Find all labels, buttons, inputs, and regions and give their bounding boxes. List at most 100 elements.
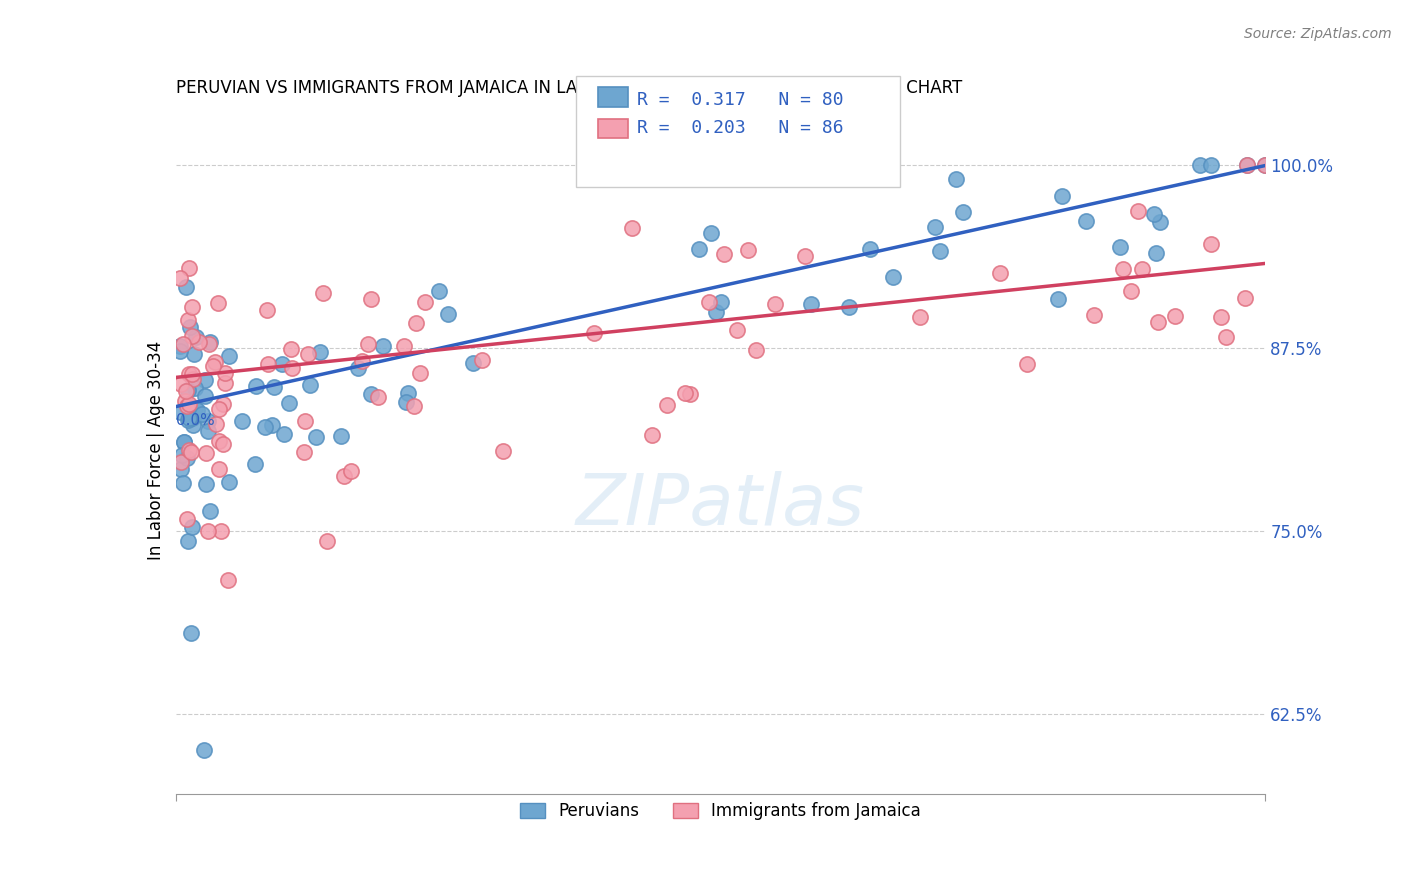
Point	[333, 468, 356, 483]
Point	[655, 398, 678, 412]
Point	[679, 387, 702, 401]
Point	[350, 353, 373, 368]
Point	[194, 477, 217, 491]
Point	[1215, 329, 1237, 343]
Point	[1146, 246, 1168, 260]
Point	[207, 401, 229, 416]
Point	[214, 376, 236, 390]
Point	[176, 399, 198, 413]
Point	[1254, 159, 1277, 173]
Point	[169, 343, 191, 358]
Point	[198, 337, 221, 351]
Point	[1130, 261, 1153, 276]
Point	[395, 394, 418, 409]
Point	[174, 279, 197, 293]
Point	[309, 345, 332, 359]
Point	[169, 405, 191, 419]
Point	[461, 356, 484, 370]
Point	[859, 242, 882, 256]
Point	[404, 399, 426, 413]
Point	[183, 347, 205, 361]
Point	[256, 303, 278, 318]
Point	[315, 534, 337, 549]
Point	[298, 377, 321, 392]
Point	[187, 334, 209, 349]
Point	[745, 343, 768, 357]
Point	[207, 296, 229, 310]
Point	[1149, 215, 1171, 229]
Point	[794, 249, 817, 263]
Point	[181, 417, 204, 432]
Point	[1143, 206, 1166, 220]
Point	[945, 172, 967, 186]
Point	[620, 221, 643, 235]
Point	[205, 417, 228, 431]
Point	[405, 317, 427, 331]
Text: Source: ZipAtlas.com: Source: ZipAtlas.com	[1244, 27, 1392, 41]
Text: R =  0.317   N = 80: R = 0.317 N = 80	[637, 91, 844, 109]
Point	[198, 503, 221, 517]
Point	[257, 357, 280, 371]
Point	[413, 295, 436, 310]
Point	[191, 408, 214, 422]
Point	[186, 403, 208, 417]
Point	[217, 573, 239, 587]
Point	[710, 294, 733, 309]
Point	[197, 424, 219, 438]
Point	[194, 446, 217, 460]
Point	[294, 414, 316, 428]
Point	[1234, 291, 1257, 305]
Point	[297, 347, 319, 361]
Point	[245, 457, 267, 471]
Point	[211, 436, 233, 450]
Point	[1112, 262, 1135, 277]
Point	[263, 379, 285, 393]
Point	[737, 243, 759, 257]
Point	[1128, 204, 1150, 219]
Point	[582, 326, 605, 341]
Point	[713, 247, 735, 261]
Point	[209, 524, 232, 539]
Point	[173, 435, 195, 450]
Point	[176, 512, 198, 526]
Point	[245, 379, 267, 393]
Point	[1254, 159, 1277, 173]
Point	[339, 464, 361, 478]
Point	[409, 366, 432, 380]
Point	[179, 410, 201, 425]
Point	[180, 300, 202, 314]
Point	[194, 373, 217, 387]
Point	[183, 381, 205, 395]
Text: R =  0.203   N = 86: R = 0.203 N = 86	[637, 119, 844, 136]
Point	[197, 524, 219, 538]
Point	[172, 476, 194, 491]
Point	[763, 297, 786, 311]
Point	[1163, 309, 1185, 323]
Point	[952, 204, 974, 219]
Point	[673, 386, 696, 401]
Point	[357, 337, 380, 351]
Point	[177, 413, 200, 427]
Point	[180, 411, 202, 425]
Point	[471, 352, 494, 367]
Point	[800, 297, 823, 311]
Point	[292, 445, 315, 459]
Point	[177, 313, 200, 327]
Point	[700, 227, 723, 241]
Point	[312, 286, 335, 301]
Point	[367, 390, 389, 404]
Point	[1046, 292, 1069, 306]
Point	[179, 442, 201, 457]
Point	[193, 388, 215, 402]
Text: 0.0%: 0.0%	[176, 413, 215, 427]
Point	[1236, 159, 1258, 173]
Point	[184, 401, 207, 416]
Point	[908, 310, 931, 325]
Point	[180, 519, 202, 533]
Point	[924, 219, 946, 234]
Point	[1109, 240, 1132, 254]
Point	[176, 450, 198, 465]
Point	[214, 366, 236, 380]
Point	[1083, 308, 1105, 322]
Point	[281, 360, 304, 375]
